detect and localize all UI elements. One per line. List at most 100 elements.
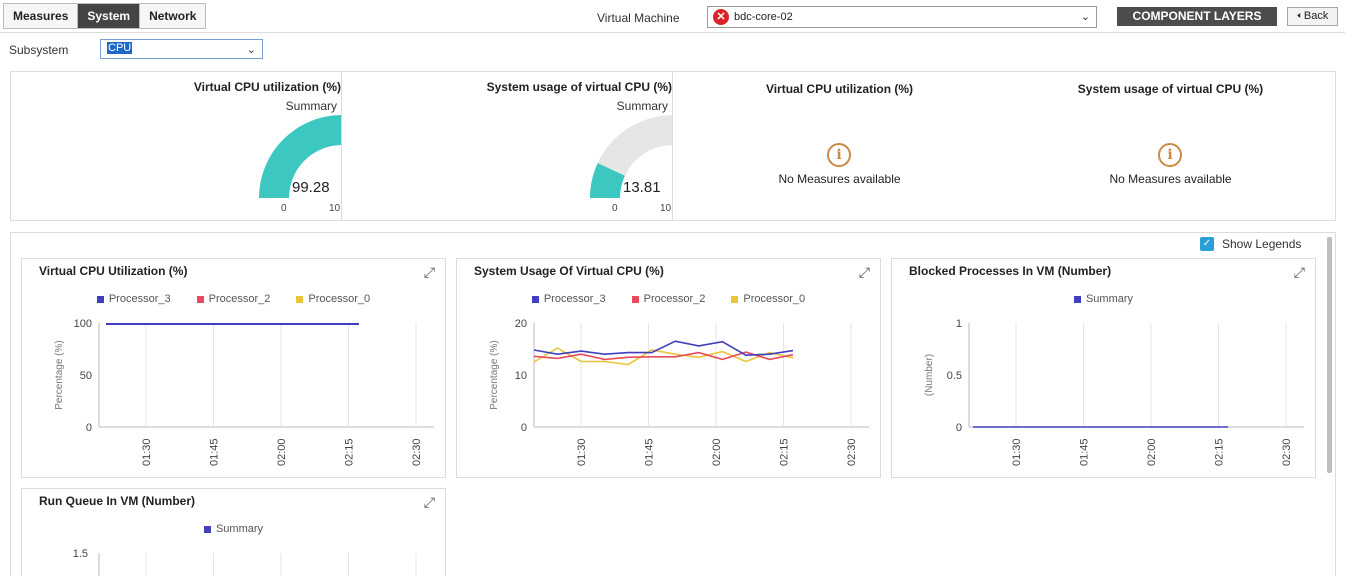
no-measures-message: No Measures available	[1109, 172, 1232, 186]
component-layers-button[interactable]: COMPONENT LAYERS	[1117, 7, 1277, 26]
y-tick-label: 20	[515, 318, 527, 330]
chart-legend: Summary	[892, 293, 1315, 305]
chart-title: Blocked Processes In VM (Number)	[909, 264, 1112, 278]
legend-label: Processor_3	[108, 293, 171, 305]
gauge-subtitle: Summary	[285, 99, 337, 113]
show-legends-toggle[interactable]: ✓ Show Legends	[1200, 237, 1301, 251]
show-legends-label: Show Legends	[1222, 237, 1302, 251]
subsystem-value: CPU	[107, 42, 133, 54]
legend-label: Summary	[1085, 293, 1134, 305]
back-button-label: Back	[1303, 10, 1329, 22]
gauge-min: 0	[612, 203, 618, 214]
legend-label: Processor_2	[208, 293, 271, 305]
gauge-max: 10	[660, 203, 672, 214]
chart-plot: 0 0.5 1 (Number) 01:30 01:45 02:00 02:15 02:30	[924, 318, 1304, 466]
no-measures-message: No Measures available	[778, 172, 901, 186]
x-tick-label: 02:15	[779, 438, 791, 466]
tab-measures[interactable]: Measures	[4, 4, 79, 28]
checkbox-checked-icon[interactable]: ✓	[1200, 237, 1214, 251]
series-line-processor_3[interactable]	[533, 340, 794, 357]
x-tick-label: 02:15	[344, 438, 356, 466]
expand-icon[interactable]: ⤢	[423, 264, 435, 280]
expand-icon[interactable]: ⤢	[1293, 264, 1305, 280]
chart-card-blocked-processes: Blocked Processes In VM (Number) ⤢ Summa…	[891, 258, 1316, 478]
legend-label: Processor_2	[643, 293, 706, 305]
x-tick-label: 01:30	[576, 438, 588, 466]
legend-swatch	[731, 295, 739, 303]
series-line-processor_2[interactable]	[533, 351, 794, 361]
no-measures-virtual-cpu-utilization: Virtual CPU utilization (%) i No Measure…	[674, 72, 1005, 220]
x-tick-label: 02:15	[1214, 438, 1226, 466]
vertical-scrollbar[interactable]	[1327, 237, 1332, 473]
chart-card-run-queue: Run Queue In VM (Number) ⤢ Summary 1.5	[21, 488, 446, 576]
view-tabs: Measures System Network	[3, 3, 207, 29]
legend-item[interactable]: Processor_0	[296, 293, 370, 305]
virtual-machine-select[interactable]: ✕ bdc-core-02 ⌄	[707, 6, 1097, 28]
summary-panel: Virtual CPU utilization (%) Summary 99.2…	[10, 71, 1336, 221]
subsystem-label: Subsystem	[9, 43, 69, 57]
y-tick-label: 1	[956, 318, 962, 330]
chart-plot: 1.5	[73, 548, 417, 576]
gauge-title: System usage of virtual CPU (%)	[486, 80, 672, 94]
gauge-min: 0	[281, 203, 287, 214]
y-tick-label: 0	[956, 422, 962, 434]
x-tick-label: 01:45	[209, 438, 221, 466]
y-tick-label: 1.5	[73, 548, 88, 560]
legend-item[interactable]: Processor_0	[731, 293, 805, 305]
tab-system[interactable]: System	[78, 4, 141, 28]
x-tick-label: 02:00	[276, 438, 288, 466]
expand-icon[interactable]: ⤢	[423, 494, 435, 510]
y-tick-label: 0	[86, 422, 92, 434]
legend-item[interactable]: Processor_2	[196, 293, 271, 305]
x-tick-label: 01:45	[1079, 438, 1091, 466]
x-tick-label: 02:00	[711, 438, 723, 466]
chart-legend: Processor_3 Processor_2 Processor_0	[457, 293, 880, 305]
legend-item[interactable]: Processor_2	[631, 293, 706, 305]
chart-title: System Usage Of Virtual CPU (%)	[474, 264, 664, 278]
chart-card-virtual-cpu-utilization: Virtual CPU Utilization (%) ⤢ Processor_…	[21, 258, 446, 478]
legend-swatch	[1073, 295, 1081, 303]
back-button[interactable]: 🢐 Back	[1287, 7, 1338, 26]
legend-item[interactable]: Processor_3	[96, 293, 171, 305]
gauge-arc	[590, 115, 672, 198]
legend-swatch	[96, 295, 104, 303]
gauge-arc	[259, 115, 341, 198]
y-tick-label: 100	[74, 318, 92, 330]
x-tick-label: 01:30	[1011, 438, 1023, 466]
x-tick-label: 02:30	[411, 438, 423, 466]
x-tick-label: 01:30	[141, 438, 153, 466]
tab-network[interactable]: Network	[140, 4, 206, 28]
legend-swatch	[631, 295, 639, 303]
legend-swatch	[531, 295, 539, 303]
gauge-virtual-cpu-utilization: Virtual CPU utilization (%) Summary 99.2…	[11, 72, 342, 220]
gauge-value: 13.81	[623, 179, 661, 196]
chart-legend: Processor_3 Processor_2 Processor_0	[22, 293, 445, 305]
gauge-system-usage-virtual-cpu: System usage of virtual CPU (%) Summary …	[342, 72, 673, 220]
chart-legend: Summary	[22, 523, 445, 535]
no-measures-title: System usage of virtual CPU (%)	[1077, 82, 1264, 96]
legend-label: Processor_0	[308, 293, 371, 305]
series-line-processor_0[interactable]	[533, 347, 794, 366]
y-tick-label: 0	[521, 422, 527, 434]
legend-label: Processor_0	[743, 293, 806, 305]
expand-icon[interactable]: ⤢	[858, 264, 870, 280]
y-axis-label: Percentage (%)	[54, 340, 65, 409]
x-tick-label: 02:00	[1146, 438, 1158, 466]
top-toolbar: Measures System Network Virtual Machine …	[0, 0, 1345, 33]
legend-item[interactable]: Summary	[203, 523, 263, 535]
legend-item[interactable]: Summary	[1073, 293, 1134, 305]
y-axis-label: (Number)	[924, 354, 935, 396]
chart-title: Virtual CPU Utilization (%)	[39, 264, 188, 278]
chevron-down-icon: ⌄	[1080, 11, 1090, 23]
legend-item[interactable]: Processor_3	[531, 293, 606, 305]
legend-label: Processor_3	[543, 293, 606, 305]
gauge-subtitle: Summary	[616, 99, 668, 113]
gauge-title: Virtual CPU utilization (%)	[193, 80, 341, 94]
error-x-icon: ✕	[713, 9, 729, 25]
no-measures-system-usage-virtual-cpu: System usage of virtual CPU (%) i No Mea…	[1005, 72, 1335, 220]
subsystem-select[interactable]: CPU ⌄	[100, 39, 263, 59]
x-tick-label: 01:45	[644, 438, 656, 466]
no-measures-title: Virtual CPU utilization (%)	[765, 82, 914, 96]
virtual-machine-label: Virtual Machine	[597, 11, 680, 25]
x-tick-label: 02:30	[1281, 438, 1293, 466]
